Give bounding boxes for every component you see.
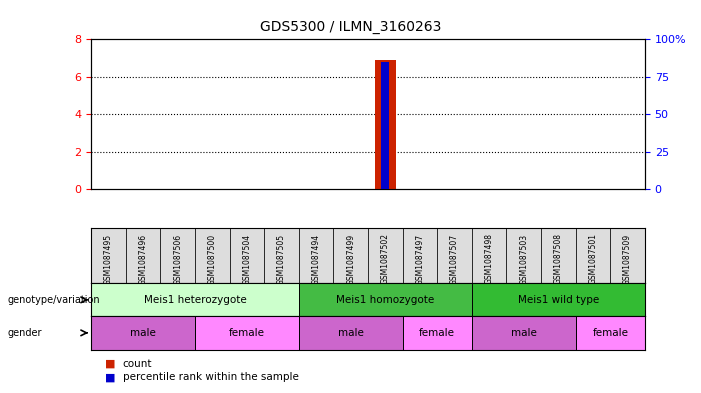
FancyBboxPatch shape xyxy=(125,228,161,283)
Text: Meis1 homozygote: Meis1 homozygote xyxy=(336,295,435,305)
Text: GSM1087499: GSM1087499 xyxy=(346,233,355,285)
Text: female: female xyxy=(229,328,265,338)
Text: male: male xyxy=(130,328,156,338)
FancyBboxPatch shape xyxy=(299,283,472,316)
FancyBboxPatch shape xyxy=(541,228,576,283)
Text: GSM1087500: GSM1087500 xyxy=(207,233,217,285)
FancyBboxPatch shape xyxy=(472,228,507,283)
Text: male: male xyxy=(338,328,364,338)
FancyBboxPatch shape xyxy=(161,228,195,283)
Text: count: count xyxy=(123,358,152,369)
Text: female: female xyxy=(592,328,628,338)
Text: GSM1087509: GSM1087509 xyxy=(623,233,632,285)
Text: GSM1087501: GSM1087501 xyxy=(589,233,597,285)
Text: gender: gender xyxy=(7,328,41,338)
Text: GSM1087503: GSM1087503 xyxy=(519,233,529,285)
FancyBboxPatch shape xyxy=(299,228,334,283)
Text: GSM1087504: GSM1087504 xyxy=(243,233,252,285)
FancyBboxPatch shape xyxy=(91,316,195,350)
FancyBboxPatch shape xyxy=(472,283,645,316)
Text: percentile rank within the sample: percentile rank within the sample xyxy=(123,372,299,382)
FancyBboxPatch shape xyxy=(576,316,645,350)
Text: GSM1087498: GSM1087498 xyxy=(484,233,494,285)
Text: ■: ■ xyxy=(105,358,116,369)
FancyBboxPatch shape xyxy=(402,316,472,350)
Text: GSM1087508: GSM1087508 xyxy=(554,233,563,285)
Text: Meis1 heterozygote: Meis1 heterozygote xyxy=(144,295,246,305)
Text: genotype/variation: genotype/variation xyxy=(7,295,100,305)
FancyBboxPatch shape xyxy=(611,228,645,283)
Text: Meis1 wild type: Meis1 wild type xyxy=(518,295,599,305)
Bar xyxy=(375,60,396,189)
Text: GSM1087505: GSM1087505 xyxy=(277,233,286,285)
FancyBboxPatch shape xyxy=(91,283,299,316)
Text: female: female xyxy=(419,328,455,338)
FancyBboxPatch shape xyxy=(195,316,299,350)
Text: ■: ■ xyxy=(105,372,116,382)
Text: GSM1087497: GSM1087497 xyxy=(416,233,424,285)
Bar xyxy=(381,62,390,189)
FancyBboxPatch shape xyxy=(230,228,264,283)
FancyBboxPatch shape xyxy=(507,228,541,283)
FancyBboxPatch shape xyxy=(402,228,437,283)
Text: GSM1087495: GSM1087495 xyxy=(104,233,113,285)
Text: male: male xyxy=(511,328,537,338)
Text: GSM1087494: GSM1087494 xyxy=(312,233,320,285)
FancyBboxPatch shape xyxy=(437,228,472,283)
Text: GSM1087502: GSM1087502 xyxy=(381,233,390,285)
FancyBboxPatch shape xyxy=(576,228,611,283)
Text: GSM1087506: GSM1087506 xyxy=(173,233,182,285)
FancyBboxPatch shape xyxy=(195,228,230,283)
FancyBboxPatch shape xyxy=(264,228,299,283)
Text: GDS5300 / ILMN_3160263: GDS5300 / ILMN_3160263 xyxy=(260,20,441,34)
FancyBboxPatch shape xyxy=(91,228,125,283)
FancyBboxPatch shape xyxy=(368,228,402,283)
FancyBboxPatch shape xyxy=(472,316,576,350)
FancyBboxPatch shape xyxy=(299,316,402,350)
Text: GSM1087496: GSM1087496 xyxy=(139,233,147,285)
Text: GSM1087507: GSM1087507 xyxy=(450,233,459,285)
FancyBboxPatch shape xyxy=(334,228,368,283)
